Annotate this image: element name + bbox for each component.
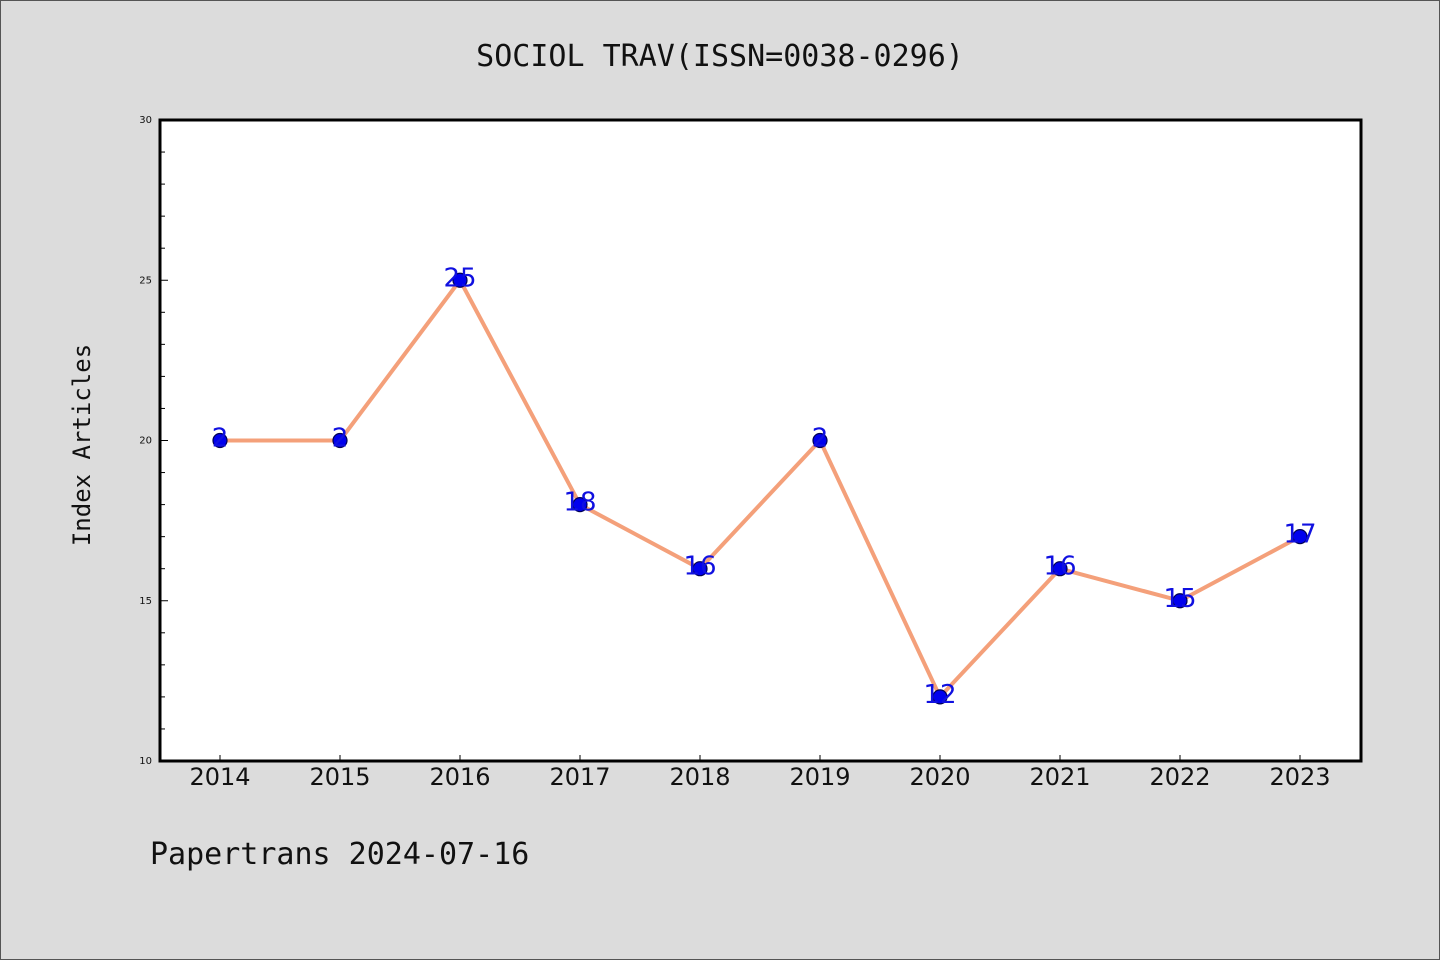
data-label: 12 (923, 680, 956, 710)
chart-title: SOCIOL TRAV(ISSN=0038-0296) (476, 39, 964, 74)
data-label: 18 (563, 488, 596, 518)
y-tick-label: 25 (139, 275, 152, 286)
y-axis: 10 15 20 25 30 (139, 115, 168, 767)
data-label: 2 (812, 424, 829, 454)
data-label-group: 2 2 25 18 16 2 12 16 15 17 (212, 263, 1317, 710)
data-label: 15 (1163, 584, 1196, 614)
x-tick-label: 2017 (549, 763, 610, 791)
x-tick-label: 2014 (189, 763, 250, 791)
data-point-marker (932, 689, 948, 705)
plot-area (158, 118, 1363, 763)
y-tick-label: 20 (139, 436, 152, 447)
y-tick-label: 30 (139, 115, 152, 126)
marker-group (212, 272, 1308, 705)
footer-date-stamp: Papertrans 2024-07-16 (150, 837, 529, 872)
data-label: 2 (212, 424, 229, 454)
x-tick-label: 2015 (309, 763, 370, 791)
x-axis: 2014 2015 2016 2017 2018 2019 2020 2021 2022 2023 (189, 755, 1331, 791)
data-point-marker (452, 272, 468, 288)
y-tick-label: 15 (139, 596, 152, 607)
x-tick-label: 2016 (429, 763, 490, 791)
y-tick-label: 10 (139, 756, 152, 767)
x-tick-label: 2022 (1149, 763, 1210, 791)
x-tick-label: 2020 (909, 763, 970, 791)
x-tick-label: 2018 (669, 763, 730, 791)
data-point-marker (692, 561, 708, 577)
data-point-marker (1172, 593, 1188, 609)
series-line (218, 278, 1302, 699)
data-point-marker (1052, 561, 1068, 577)
series-line-group (218, 278, 1302, 699)
data-label: 2 (332, 424, 349, 454)
x-tick-label: 2019 (789, 763, 850, 791)
data-point-marker (572, 497, 588, 513)
data-label: 17 (1283, 520, 1316, 550)
data-label: 16 (1043, 552, 1076, 582)
data-label: 25 (443, 263, 476, 293)
data-point-marker (212, 432, 228, 449)
data-point-marker (1292, 529, 1308, 545)
data-point-marker (332, 432, 348, 449)
y-axis-label: Index Articles (68, 344, 96, 546)
x-tick-label: 2021 (1029, 763, 1090, 791)
data-label: 16 (683, 552, 716, 582)
x-tick-label: 2023 (1269, 763, 1330, 791)
data-point-marker (812, 432, 828, 449)
